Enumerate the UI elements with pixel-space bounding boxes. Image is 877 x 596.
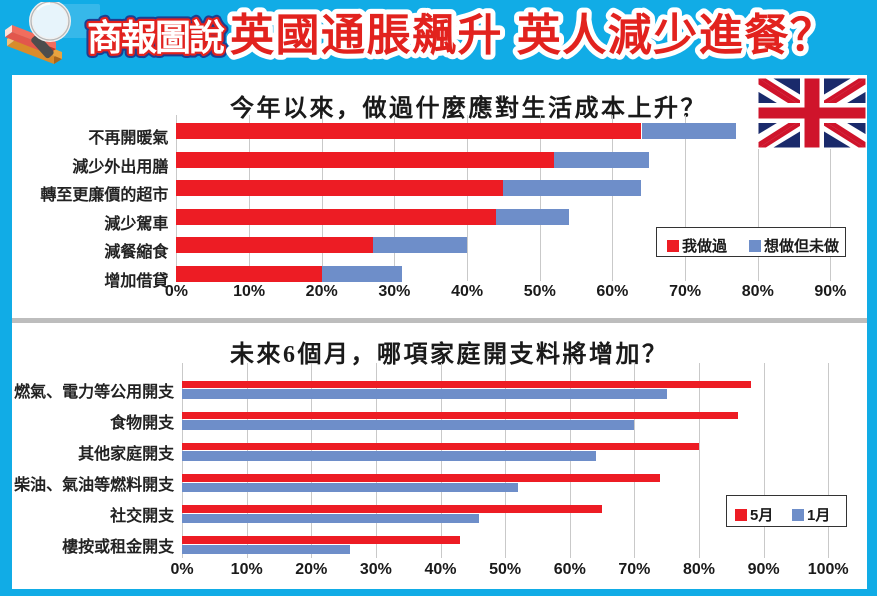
svg-text:商報圖說: 商報圖說	[87, 17, 225, 58]
svg-text:英國通脹飆升 英人減少進餐？: 英國通脹飆升 英人減少進餐？	[230, 11, 835, 60]
